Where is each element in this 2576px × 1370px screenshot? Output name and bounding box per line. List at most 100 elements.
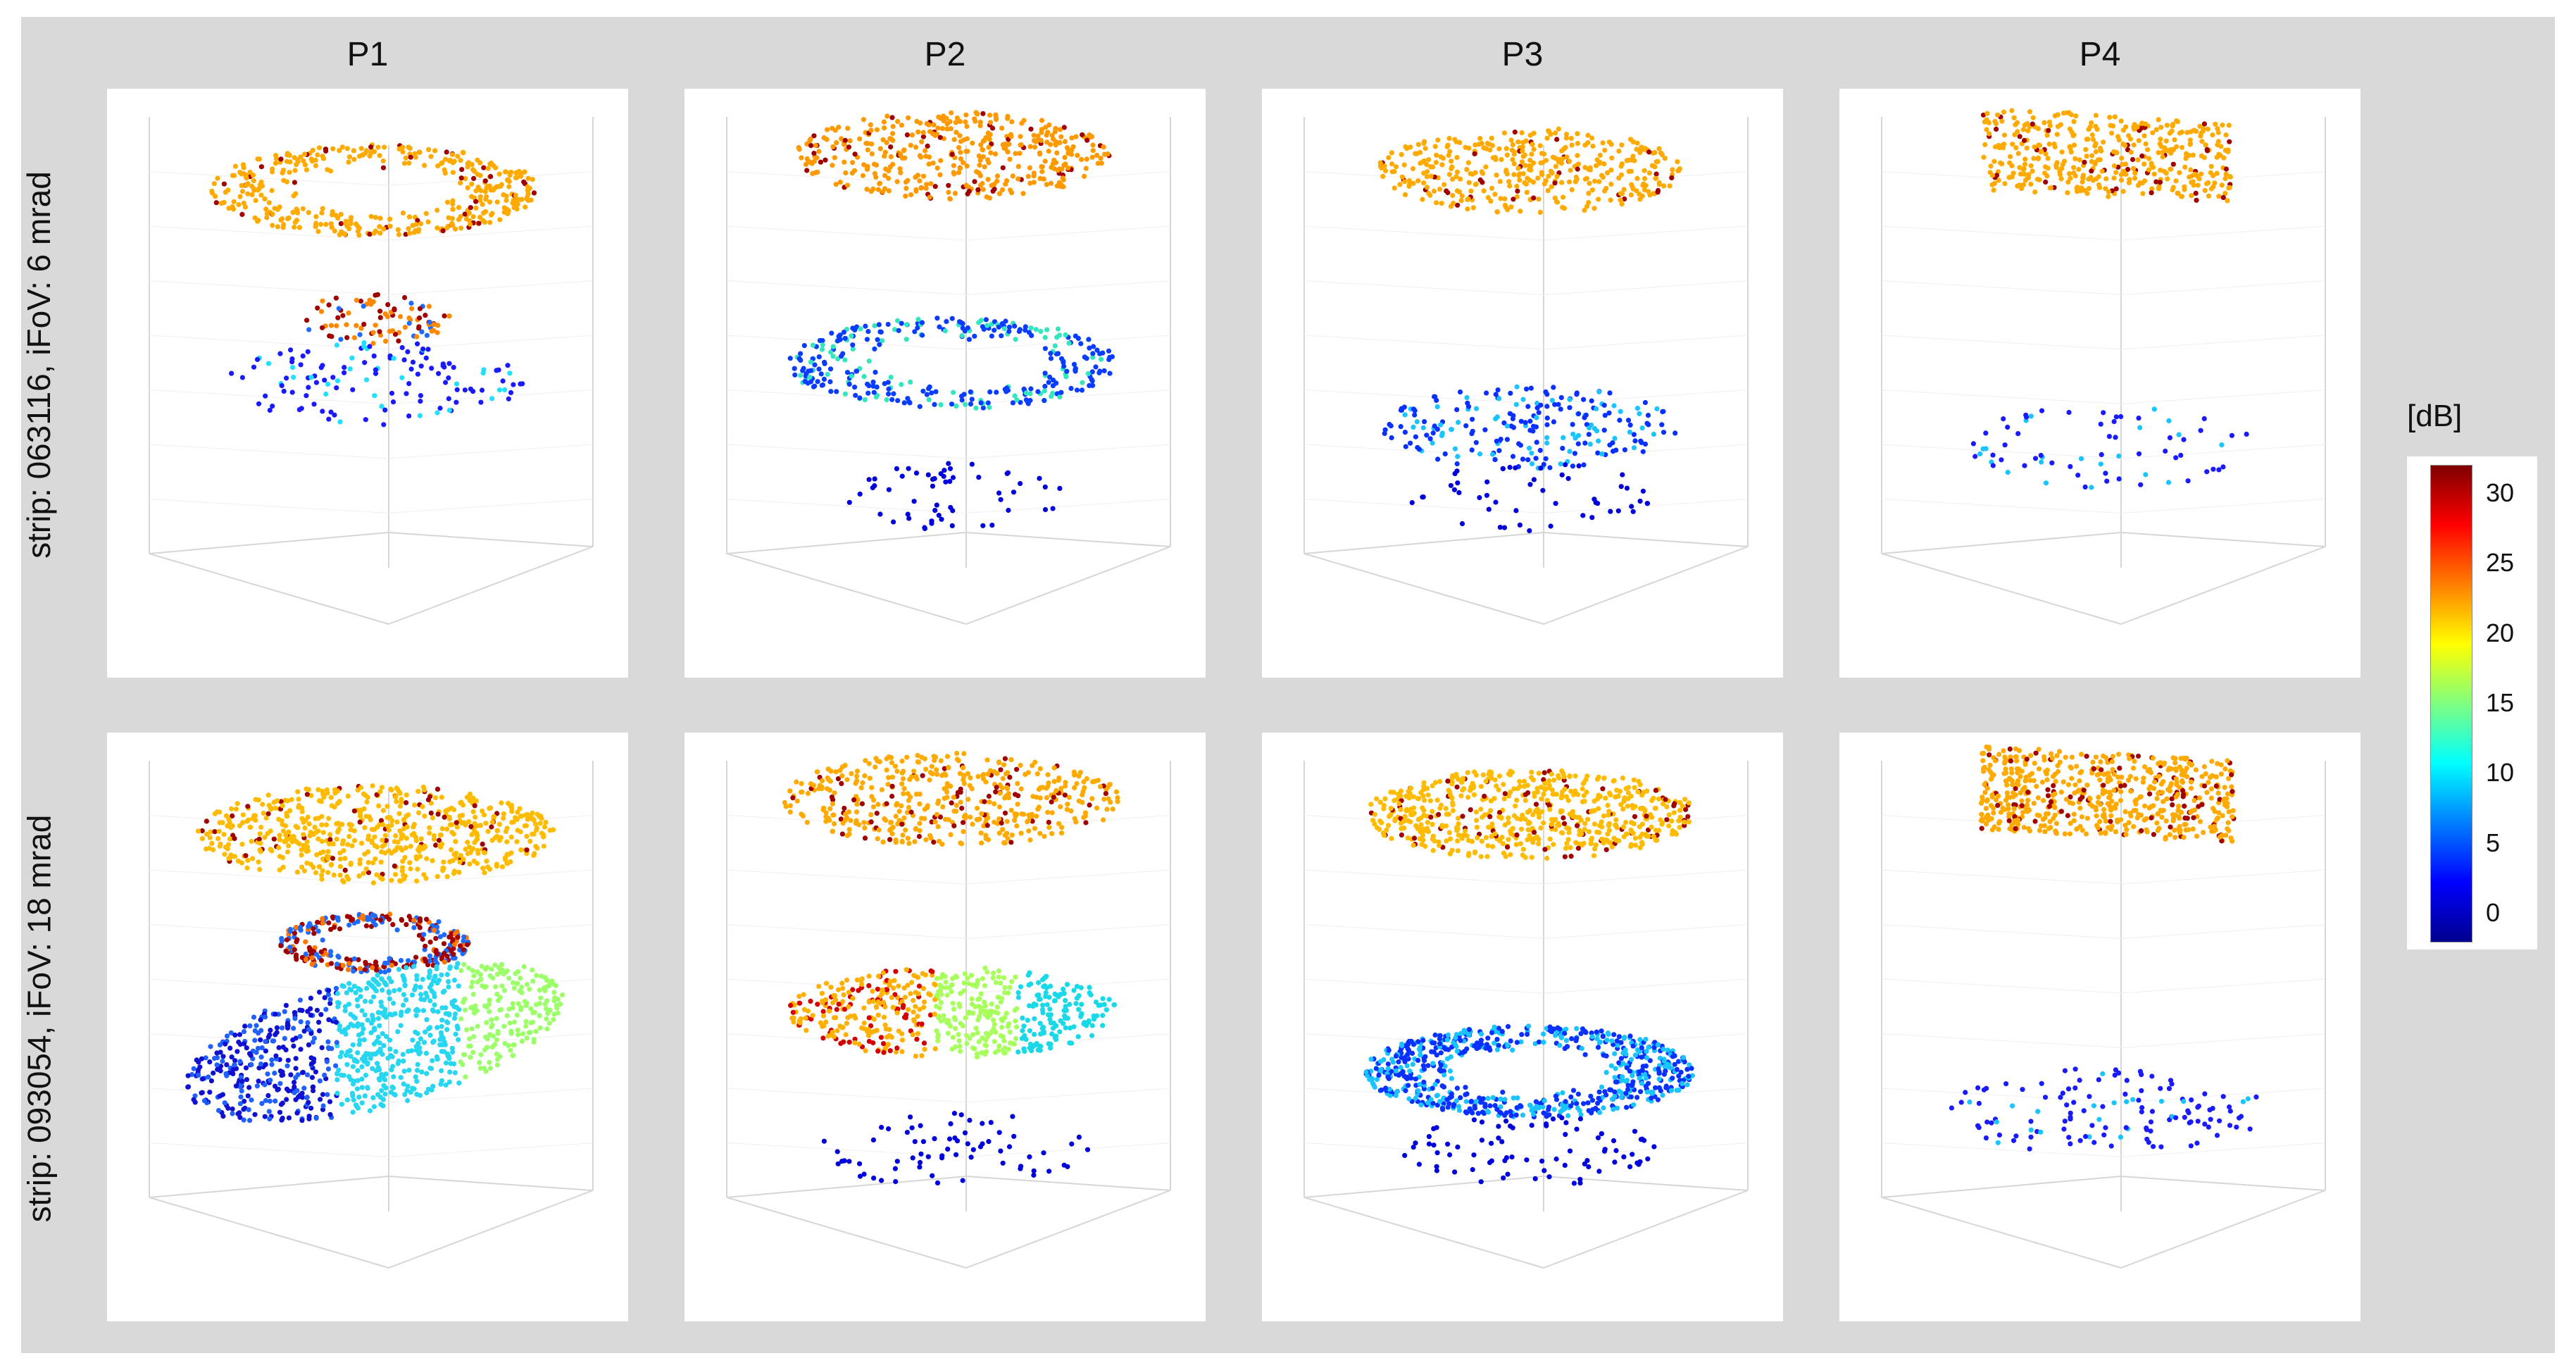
- data-point: [1080, 799, 1085, 805]
- data-point: [1984, 127, 1989, 132]
- data-point: [999, 320, 1005, 327]
- data-point: [926, 154, 932, 160]
- data-point: [233, 1083, 239, 1089]
- data-point: [941, 118, 946, 123]
- data-point: [989, 333, 994, 339]
- data-point: [1037, 766, 1043, 771]
- data-point: [259, 183, 265, 189]
- data-point: [467, 861, 473, 867]
- data-point: [411, 964, 417, 969]
- data-point: [927, 194, 932, 200]
- data-point: [1420, 197, 1425, 202]
- data-point: [373, 323, 378, 328]
- data-point: [313, 1115, 319, 1121]
- point-layer-0: [209, 142, 537, 238]
- data-point: [323, 950, 328, 956]
- data-point: [850, 342, 856, 348]
- data-point: [430, 1083, 436, 1089]
- data-point: [1510, 416, 1515, 422]
- data-point: [325, 381, 331, 387]
- data-point: [475, 851, 481, 857]
- data-point: [1531, 147, 1537, 152]
- data-point: [368, 213, 374, 219]
- data-point: [1439, 162, 1445, 168]
- data-point: [501, 192, 506, 198]
- data-point: [1028, 386, 1034, 392]
- data-point: [1042, 484, 1048, 490]
- data-point: [370, 880, 376, 885]
- data-point: [508, 859, 513, 865]
- data-point: [1063, 783, 1068, 789]
- data-point: [1656, 146, 1662, 151]
- data-point: [1422, 419, 1427, 425]
- data-point: [2199, 153, 2204, 158]
- data-point: [337, 1054, 343, 1059]
- data-point: [1077, 770, 1083, 776]
- data-point: [1517, 178, 1523, 183]
- data-point: [1596, 179, 1602, 185]
- data-point: [473, 188, 479, 194]
- scatter3d-plot: [726, 750, 1171, 1269]
- data-point: [232, 854, 237, 859]
- data-point: [355, 787, 361, 793]
- data-point: [531, 831, 537, 837]
- data-point: [959, 397, 965, 403]
- data-point: [2142, 161, 2147, 167]
- data-point: [442, 959, 447, 965]
- data-point: [2205, 126, 2211, 132]
- data-point: [1107, 370, 1113, 376]
- data-point: [954, 802, 959, 808]
- data-point: [278, 217, 284, 223]
- data-point: [1534, 415, 1539, 421]
- data-point: [1106, 796, 1111, 802]
- data-point: [1018, 399, 1023, 405]
- data-point: [270, 166, 275, 172]
- data-point: [1480, 170, 1486, 176]
- data-point: [2112, 114, 2118, 120]
- data-point: [919, 320, 925, 325]
- data-point: [350, 1064, 356, 1069]
- data-point: [960, 325, 965, 331]
- data-point: [2093, 113, 2099, 118]
- data-point: [308, 375, 314, 380]
- data-point: [424, 1090, 430, 1096]
- data-point: [335, 953, 341, 959]
- data-point: [1541, 461, 1546, 467]
- data-point: [235, 1111, 241, 1116]
- data-point: [890, 161, 896, 167]
- data-point: [992, 801, 997, 807]
- data-point: [1388, 423, 1394, 429]
- data-point: [996, 830, 1002, 836]
- data-point: [330, 856, 336, 861]
- data-point: [496, 367, 501, 373]
- data-point: [380, 1074, 386, 1080]
- data-point: [446, 375, 451, 381]
- data-point: [2101, 139, 2106, 145]
- data-point: [1401, 162, 1407, 168]
- data-point: [241, 165, 246, 170]
- data-point: [306, 1100, 311, 1105]
- data-point: [334, 342, 339, 348]
- data-point: [1115, 795, 1120, 801]
- data-point: [2084, 137, 2089, 142]
- data-point: [315, 305, 320, 311]
- data-point: [408, 300, 414, 306]
- data-point: [469, 832, 475, 837]
- data-point: [862, 397, 868, 403]
- data-point: [1433, 160, 1439, 166]
- data-point: [1527, 157, 1533, 163]
- data-point: [2128, 149, 2134, 155]
- data-point: [390, 328, 396, 334]
- data-point: [1031, 180, 1037, 185]
- data-point: [1630, 139, 1636, 144]
- data-point: [1059, 356, 1065, 361]
- data-point: [1573, 435, 1578, 441]
- data-point: [2025, 128, 2031, 134]
- data-point: [889, 760, 894, 766]
- data-point: [242, 1041, 247, 1047]
- data-point: [842, 357, 848, 363]
- data-point: [968, 389, 973, 394]
- data-point: [2103, 471, 2108, 476]
- scatter3d-plot: [726, 110, 1171, 625]
- data-point: [913, 773, 918, 779]
